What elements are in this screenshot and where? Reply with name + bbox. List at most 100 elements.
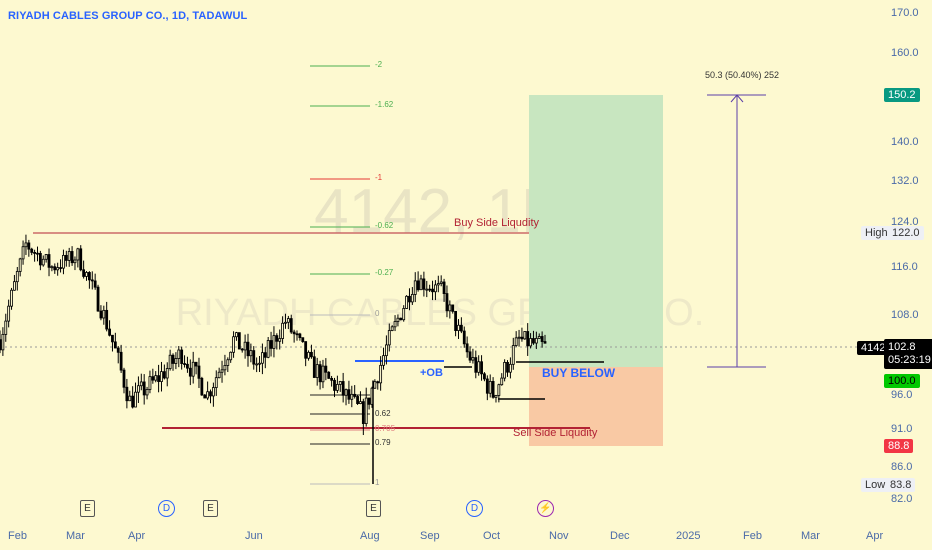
candle-body	[451, 304, 455, 312]
candle-body	[1, 333, 5, 351]
candle-body	[93, 280, 97, 288]
candle-body	[108, 328, 111, 336]
low-label: Low	[861, 478, 890, 492]
time-tick: Feb	[8, 530, 27, 542]
candle-body	[364, 397, 368, 425]
earnings-event-icon[interactable]: E	[203, 500, 218, 517]
measure-arrowhead	[730, 94, 744, 103]
candle-body	[425, 288, 429, 291]
candle-body	[480, 361, 483, 375]
candle-body	[350, 393, 354, 400]
time-tick: Jun	[245, 530, 263, 542]
candle-body	[477, 361, 481, 373]
candle-body	[105, 309, 109, 330]
candle-body	[7, 305, 11, 322]
candle-body	[436, 283, 440, 286]
candle-body	[217, 371, 221, 379]
candle-body	[468, 351, 472, 361]
candle-body	[79, 248, 83, 271]
candle-body	[315, 364, 319, 378]
earnings-event-icon[interactable]: E	[80, 500, 95, 517]
candle-body	[298, 333, 302, 339]
fib-label: 0.705	[375, 424, 396, 433]
candle-body	[330, 377, 334, 381]
candle-body	[387, 330, 391, 346]
candle-body	[376, 381, 380, 384]
time-tick: Feb	[743, 530, 762, 542]
candle-body	[278, 338, 282, 342]
candle-body	[85, 272, 88, 277]
candle-body	[240, 348, 244, 351]
candle-body	[171, 354, 175, 364]
candle-body	[134, 391, 137, 408]
candle-body	[399, 317, 403, 321]
candle-body	[255, 363, 259, 366]
lightning-event-icon[interactable]: ⚡	[537, 500, 554, 517]
candle-body	[494, 395, 498, 398]
candle-body	[281, 322, 284, 339]
candle-body	[44, 254, 48, 260]
candle-body	[416, 280, 420, 291]
candle-body	[356, 396, 359, 404]
dividend-event-icon[interactable]: D	[466, 500, 483, 517]
candle-body	[99, 310, 103, 319]
candle-body	[67, 251, 71, 261]
candle-body	[220, 369, 224, 373]
candle-body	[396, 317, 400, 322]
candle-body	[56, 267, 60, 271]
candle-body	[188, 367, 192, 377]
time-tick: 2025	[676, 530, 701, 542]
candle-body	[111, 334, 114, 343]
price-tick: 140.0	[891, 136, 919, 148]
candle-body	[246, 341, 250, 357]
candle-body	[379, 364, 383, 384]
candle-body	[223, 365, 227, 371]
candle-body	[428, 288, 432, 291]
candle-body	[15, 271, 19, 283]
candle-body	[160, 371, 163, 382]
candle-body	[335, 384, 339, 391]
time-tick: Oct	[483, 530, 501, 542]
time-tick: Aug	[360, 530, 380, 542]
candle-body	[174, 358, 178, 364]
candle-body	[128, 395, 132, 402]
target-zone	[529, 95, 663, 367]
candle-body	[211, 387, 215, 397]
candle-body	[301, 337, 305, 342]
candle-body	[500, 377, 504, 386]
candle-body	[0, 339, 2, 351]
candle-body	[324, 365, 328, 373]
candle-body	[122, 369, 126, 388]
candle-body	[70, 251, 74, 264]
time-tick: Dec	[610, 530, 630, 542]
earnings-event-icon[interactable]: E	[366, 500, 381, 517]
current-price: 102.8	[888, 341, 916, 353]
candle-body	[341, 381, 345, 396]
candle-body	[27, 242, 31, 250]
candle-body	[431, 288, 434, 293]
watermark-ticker: 4142, 1D	[314, 177, 566, 246]
fib-label: -1	[375, 173, 383, 182]
candle-body	[442, 281, 446, 294]
candle-body	[21, 246, 25, 260]
candle-body	[310, 351, 313, 358]
buy-below-label: BUY BELOW	[542, 366, 616, 380]
candle-body	[307, 351, 310, 359]
candle-body	[116, 347, 120, 353]
candle-body	[284, 321, 287, 324]
candle-body	[503, 361, 507, 379]
fib-label: 0	[375, 309, 380, 318]
candle-body	[269, 340, 273, 349]
dividend-event-icon[interactable]: D	[158, 500, 175, 517]
price-tick: 132.0	[891, 175, 919, 187]
chart-title: RIYADH CABLES GROUP CO., 1D, TADAWUL	[8, 10, 248, 22]
candle-body	[261, 352, 264, 364]
fib-label: 1	[375, 478, 380, 487]
candle-body	[76, 248, 80, 261]
candle-body	[393, 321, 397, 328]
candle-body	[373, 381, 377, 389]
candle-body	[344, 389, 348, 396]
candle-body	[232, 336, 235, 353]
